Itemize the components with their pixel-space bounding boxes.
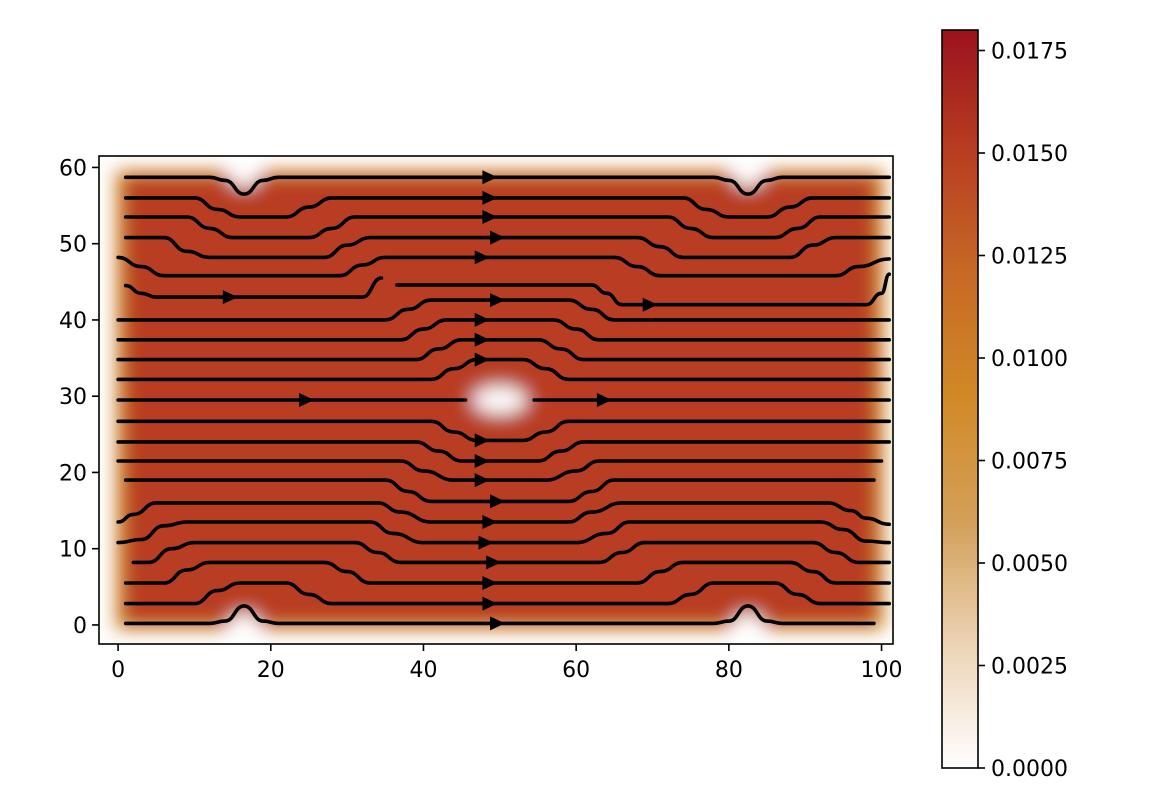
stream-arrow-1: [482, 596, 498, 611]
colorbar-tick-label: 0.0025: [991, 655, 1068, 680]
streamline-12: [116, 357, 891, 382]
stream-arrow-17: [642, 297, 658, 312]
y-axis: 0 10 20 30 40 50 60: [59, 156, 99, 639]
streamline-17: [395, 272, 891, 307]
stream-arrow-3: [486, 555, 502, 570]
stream-arrow-16: [222, 290, 238, 305]
plot-area: 0 20 40 60 80 100 0 10 20 30 40 50 60: [59, 155, 903, 683]
streamline-14: [116, 318, 891, 342]
streamline-13: [116, 338, 891, 362]
stream-arrow-11: [596, 393, 612, 407]
x-tick-label: 40: [409, 658, 437, 683]
y-tick-label: 10: [59, 538, 87, 563]
stream-arrow-18: [474, 250, 490, 265]
streamline-16: [123, 276, 384, 299]
streamline-1: [123, 581, 891, 606]
x-tick-label: 0: [111, 658, 125, 683]
stream-arrow-22: [482, 170, 498, 185]
y-tick-label: 0: [73, 614, 87, 639]
colorbar-tick-label: 0.0075: [991, 450, 1068, 475]
colorbar-tick-label: 0.0125: [991, 245, 1068, 270]
streamline-5: [116, 501, 891, 527]
stream-arrow-8: [474, 454, 490, 468]
stream-arrow-12: [474, 352, 490, 367]
stream-arrow-13: [474, 332, 490, 347]
low-density-center-obstacle: [473, 386, 527, 414]
stream-arrow-5: [482, 515, 498, 529]
streamline-7: [116, 459, 884, 482]
low-density-bottom-left-notch: [228, 613, 260, 637]
streamlines: [116, 175, 891, 626]
colorbar-tick-label: 0.0150: [991, 142, 1068, 167]
streamline-18: [116, 255, 891, 278]
colorbar-tick-label: 0.0175: [991, 40, 1068, 65]
stream-arrow-7: [474, 473, 490, 488]
colorbar-tick-label: 0.0000: [991, 757, 1068, 782]
y-tick-label: 50: [59, 233, 87, 258]
stream-arrow-19: [490, 230, 505, 245]
stream-arrow-14: [474, 312, 490, 327]
stream-arrow-20: [482, 210, 498, 224]
streamline-2: [123, 560, 891, 585]
stream-arrow-10: [299, 393, 315, 407]
low-density-top-left-notch: [228, 163, 260, 187]
stream-arrows: [222, 170, 658, 631]
colorbar-tick-label: 0.0100: [991, 347, 1068, 372]
x-tick-label: 100: [861, 658, 903, 683]
low-density-bottom-right-notch: [732, 613, 764, 637]
x-tick-label: 20: [257, 658, 285, 683]
colorbar: 0.0000 0.0025 0.0050 0.0075 0.0100 0.0125 0.01…: [941, 29, 1068, 782]
streamline-21: [123, 196, 891, 219]
stream-arrow-21: [482, 190, 498, 205]
x-tick-label: 80: [715, 658, 743, 683]
streamline-8: [116, 440, 891, 463]
streamline-9: [116, 419, 891, 443]
plot-frame: [98, 155, 894, 645]
stream-arrow-4: [478, 535, 494, 550]
stream-arrow-9: [474, 433, 490, 448]
y-tick-label: 40: [59, 309, 87, 334]
streamline-20: [123, 215, 891, 240]
streamline-4: [116, 520, 891, 545]
colorbar-ticks: 0.0000 0.0025 0.0050 0.0075 0.0100 0.0125 0.01…: [978, 40, 1068, 782]
colorbar-tick-label: 0.0050: [991, 552, 1068, 577]
colorbar-scale: [941, 29, 979, 769]
x-tick-label: 60: [562, 658, 590, 683]
stream-arrow-2: [482, 576, 498, 590]
x-axis: 0 20 40 60 80 100: [111, 644, 903, 683]
y-tick-label: 60: [59, 156, 87, 181]
low-density-top-right-notch: [732, 163, 764, 187]
stream-arrow-0: [490, 616, 505, 631]
streamline-22: [123, 175, 891, 196]
y-tick-label: 20: [59, 461, 87, 486]
stream-arrow-6: [490, 494, 505, 509]
stream-arrow-15: [490, 293, 505, 308]
y-tick-label: 30: [59, 385, 87, 410]
